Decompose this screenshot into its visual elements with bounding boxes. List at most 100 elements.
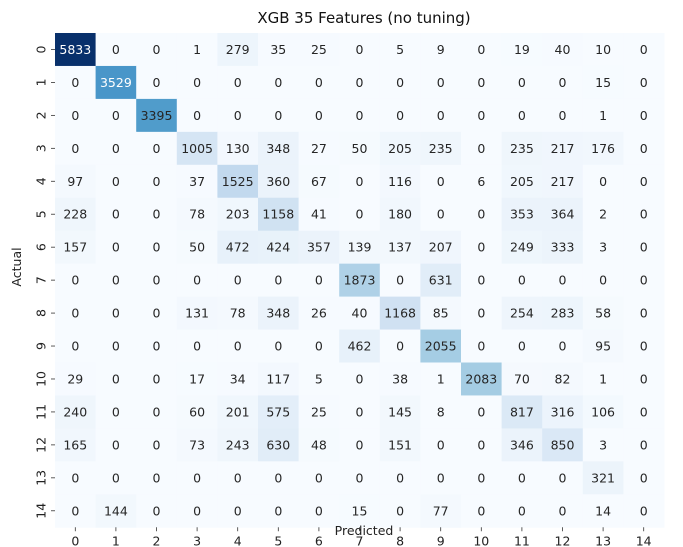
heatmap-cell-r13-c3 bbox=[176, 461, 218, 495]
cell-value-r1-c5: 0 bbox=[274, 75, 282, 90]
heatmap-cell-r13-c9 bbox=[420, 461, 462, 495]
cell-value-r4-c11: 205 bbox=[510, 174, 534, 189]
cell-value-r11-c3: 60 bbox=[189, 404, 205, 419]
heatmap-cell-r5-c12 bbox=[542, 197, 584, 232]
heatmap-cell-r12-c9 bbox=[420, 428, 462, 462]
heatmap-cell-r4-c12 bbox=[542, 164, 584, 199]
cell-value-r10-c4: 34 bbox=[230, 371, 246, 386]
heatmap-cell-r6-c9 bbox=[420, 230, 462, 265]
cell-value-r12-c13: 3 bbox=[599, 437, 607, 452]
heatmap-cell-r12-c8 bbox=[379, 428, 421, 462]
cell-value-r10-c10: 2083 bbox=[465, 371, 497, 386]
heatmap-cell-r4-c14 bbox=[623, 164, 665, 199]
cell-value-r2-c2: 3395 bbox=[141, 108, 173, 123]
heatmap-cell-r6-c8 bbox=[379, 230, 421, 265]
cell-value-r14-c10: 0 bbox=[477, 503, 485, 518]
heatmap-cell-r1-c5 bbox=[258, 65, 300, 100]
heatmap-cell-r5-c7 bbox=[339, 197, 381, 232]
heatmap-cell-r5-c11 bbox=[501, 197, 543, 232]
heatmap-cell-r13-c8 bbox=[379, 461, 421, 495]
cell-value-r5-c13: 2 bbox=[599, 207, 607, 222]
x-tick-label-12: 12 bbox=[555, 533, 571, 547]
heatmap-cell-r3-c14 bbox=[623, 131, 665, 166]
cell-value-r5-c1: 0 bbox=[112, 207, 120, 222]
heatmap-cell-r0-c11 bbox=[501, 33, 543, 67]
cell-value-r9-c5: 0 bbox=[274, 339, 282, 354]
heatmap-cell-r5-c4 bbox=[217, 197, 259, 232]
cell-value-r14-c14: 0 bbox=[640, 503, 648, 518]
cell-value-r1-c11: 0 bbox=[518, 75, 526, 90]
cell-value-r9-c3: 0 bbox=[193, 339, 201, 354]
heatmap-cell-r4-c1 bbox=[95, 164, 137, 199]
cell-value-r11-c13: 106 bbox=[591, 404, 615, 419]
cell-value-r4-c10: 6 bbox=[477, 174, 485, 189]
heatmap-cell-r6-c12 bbox=[542, 230, 584, 265]
cell-value-r11-c12: 316 bbox=[551, 404, 575, 419]
heatmap-cell-r5-c1 bbox=[95, 197, 137, 232]
cell-value-r5-c11: 353 bbox=[510, 207, 534, 222]
cell-value-r11-c6: 25 bbox=[311, 404, 327, 419]
y-tick-label-5: 5 bbox=[34, 210, 49, 218]
heatmap-cell-r8-c0 bbox=[55, 296, 97, 331]
cell-value-r13-c13: 321 bbox=[591, 470, 615, 485]
x-axis-ticks: 0 1 2 3 4 5 6 7 8 9 10 11 12 13 14 bbox=[71, 527, 652, 547]
heatmap-cell-r2-c9 bbox=[420, 98, 462, 133]
cell-value-r10-c14: 0 bbox=[640, 371, 648, 386]
cell-value-r13-c3: 0 bbox=[193, 470, 201, 485]
heatmap-cell-r8-c14 bbox=[623, 296, 665, 331]
cell-value-r4-c12: 217 bbox=[551, 174, 575, 189]
cell-value-r4-c3: 37 bbox=[189, 174, 205, 189]
heatmap-cell-r3-c12 bbox=[542, 131, 584, 166]
cell-value-r3-c9: 235 bbox=[429, 141, 453, 156]
cell-value-r9-c9: 2055 bbox=[425, 339, 457, 354]
cell-value-r5-c12: 364 bbox=[551, 207, 575, 222]
heatmap-cell-r13-c6 bbox=[298, 461, 340, 495]
heatmap-cell-r8-c8 bbox=[379, 296, 421, 331]
cell-value-r10-c11: 70 bbox=[514, 371, 530, 386]
cell-value-r10-c6: 5 bbox=[315, 371, 323, 386]
heatmap-cell-r9-c5 bbox=[258, 329, 300, 363]
cell-value-r4-c7: 0 bbox=[356, 174, 364, 189]
heatmap-cell-r12-c4 bbox=[217, 428, 259, 462]
heatmap-cell-r14-c0 bbox=[55, 494, 97, 528]
y-axis-label: Actual bbox=[9, 247, 24, 286]
heatmap-cell-r3-c6 bbox=[298, 131, 340, 166]
cell-value-r5-c9: 0 bbox=[437, 207, 445, 222]
cell-value-r11-c0: 240 bbox=[63, 404, 87, 419]
cell-value-r5-c14: 0 bbox=[640, 207, 648, 222]
cell-value-r6-c2: 0 bbox=[153, 240, 161, 255]
cell-value-r0-c9: 9 bbox=[437, 42, 445, 57]
cell-value-r9-c7: 462 bbox=[348, 339, 372, 354]
heatmap-cells bbox=[55, 33, 665, 528]
heatmap-cell-r13-c10 bbox=[461, 461, 503, 495]
cell-value-r14-c4: 0 bbox=[234, 503, 242, 518]
heatmap-cell-r7-c14 bbox=[623, 263, 665, 298]
cell-value-r11-c7: 0 bbox=[356, 404, 364, 419]
cell-value-r13-c2: 0 bbox=[153, 470, 161, 485]
cell-value-r13-c14: 0 bbox=[640, 470, 648, 485]
heatmap-cell-r10-c13 bbox=[582, 362, 624, 396]
heatmap-cell-r11-c5 bbox=[258, 395, 300, 429]
heatmap-cell-r4-c13 bbox=[582, 164, 624, 199]
heatmap-cell-r4-c7 bbox=[339, 164, 381, 199]
cell-value-r5-c6: 41 bbox=[311, 207, 327, 222]
cell-value-r6-c1: 0 bbox=[112, 240, 120, 255]
heatmap-cell-r3-c8 bbox=[379, 131, 421, 166]
cell-value-r13-c1: 0 bbox=[112, 470, 120, 485]
heatmap-cell-r11-c6 bbox=[298, 395, 340, 429]
cell-value-r0-c13: 10 bbox=[595, 42, 611, 57]
heatmap-cell-r10-c1 bbox=[95, 362, 137, 396]
heatmap-cell-r14-c11 bbox=[501, 494, 543, 528]
x-tick-label-10: 10 bbox=[473, 533, 489, 547]
heatmap-cell-r11-c14 bbox=[623, 395, 665, 429]
heatmap-cell-r8-c7 bbox=[339, 296, 381, 331]
heatmap-cell-r14-c3 bbox=[176, 494, 218, 528]
cell-value-r2-c10: 0 bbox=[477, 108, 485, 123]
cell-value-r9-c14: 0 bbox=[640, 339, 648, 354]
heatmap-cell-r8-c4 bbox=[217, 296, 259, 331]
cell-value-r6-c11: 249 bbox=[510, 240, 534, 255]
cell-value-r12-c2: 0 bbox=[153, 437, 161, 452]
heatmap-cell-r7-c5 bbox=[258, 263, 300, 298]
heatmap-cell-r13-c2 bbox=[136, 461, 178, 495]
heatmap-cell-r2-c12 bbox=[542, 98, 584, 133]
